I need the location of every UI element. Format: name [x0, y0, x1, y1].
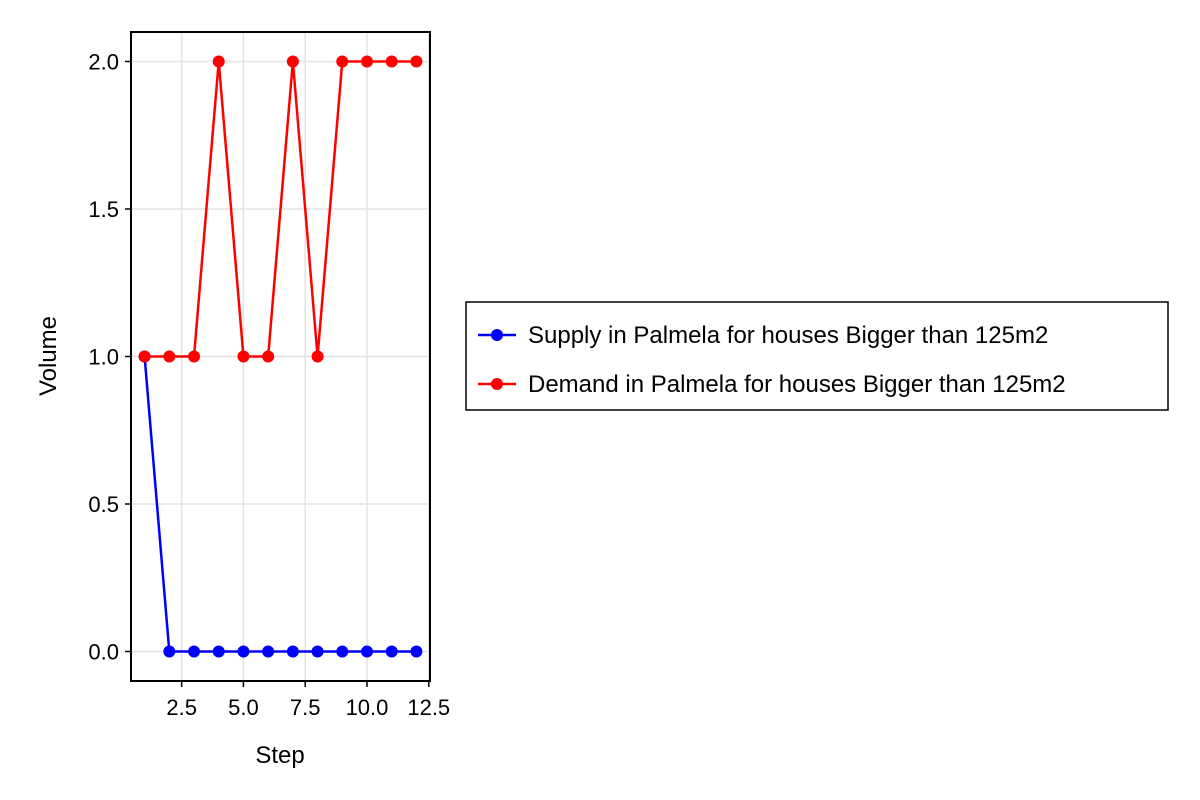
series-demand [138, 55, 423, 363]
data-point-demand [286, 55, 299, 68]
data-point-supply [262, 645, 275, 658]
y-tick-label: 0.0 [88, 640, 119, 665]
data-point-supply [212, 645, 225, 658]
data-point-supply [286, 645, 299, 658]
data-point-demand [163, 350, 176, 363]
y-tick-label: 0.5 [88, 492, 119, 517]
y-axis-label: Volume [35, 316, 62, 396]
data-point-demand [385, 55, 398, 68]
data-point-demand [410, 55, 423, 68]
data-point-supply [163, 645, 176, 658]
x-axis-label: Step [255, 742, 304, 769]
legend-entry-demand: Demand in Palmela for houses Bigger than… [478, 371, 1066, 398]
x-tick-label: 12.5 [407, 695, 450, 720]
data-point-supply [311, 645, 324, 658]
legend-label-demand: Demand in Palmela for houses Bigger than… [528, 371, 1066, 398]
data-point-supply [188, 645, 201, 658]
data-point-demand [212, 55, 225, 68]
data-point-supply [410, 645, 423, 658]
data-point-demand [336, 55, 349, 68]
data-point-supply [237, 645, 250, 658]
data-point-supply [360, 645, 373, 658]
y-tick-label: 1.5 [88, 197, 119, 222]
legend-marker-demand [491, 378, 503, 390]
legend-marker-supply [491, 329, 503, 341]
data-point-demand [138, 350, 151, 363]
data-point-demand [237, 350, 250, 363]
legend: Supply in Palmela for houses Bigger than… [465, 301, 1169, 411]
x-tick-label: 5.0 [228, 695, 259, 720]
axis-ticks: 2.5 5.0 7.5 10.0 12.5 0.0 0.5 1.0 1.5 2.0 [88, 50, 450, 721]
data-point-supply [385, 645, 398, 658]
legend-label-supply: Supply in Palmela for houses Bigger than… [528, 322, 1048, 349]
legend-entry-supply: Supply in Palmela for houses Bigger than… [478, 322, 1048, 349]
x-tick-label: 7.5 [290, 695, 321, 720]
x-tick-label: 2.5 [166, 695, 197, 720]
x-tick-label: 10.0 [346, 695, 389, 720]
data-point-demand [262, 350, 275, 363]
data-point-demand [311, 350, 324, 363]
data-point-demand [360, 55, 373, 68]
legend-box [465, 301, 1169, 411]
data-point-supply [336, 645, 349, 658]
y-tick-label: 2.0 [88, 50, 119, 75]
series-layer [138, 55, 423, 658]
data-point-demand [188, 350, 201, 363]
y-tick-label: 1.0 [88, 345, 119, 370]
